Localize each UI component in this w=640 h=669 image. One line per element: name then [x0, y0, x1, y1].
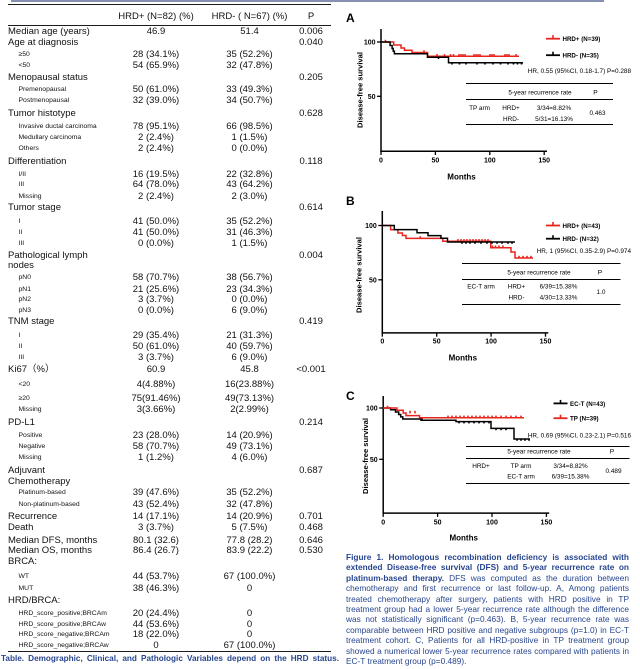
svg-text:HRD-: HRD-	[503, 116, 519, 123]
svg-text:Disease-free survival: Disease-free survival	[361, 418, 370, 494]
svg-text:HRD+: HRD+	[502, 105, 520, 112]
svg-text:3/34=8.82%: 3/34=8.82%	[553, 463, 588, 470]
svg-text:3/34=8.82%: 3/34=8.82%	[537, 105, 572, 112]
svg-text:100: 100	[366, 406, 378, 413]
svg-text:HRD-: HRD-	[509, 295, 525, 302]
svg-text:P: P	[598, 270, 603, 277]
svg-text:HRD+: HRD+	[472, 463, 490, 470]
svg-text:HR, 1 (95%CI, 0.35-2.9) P=0.97: HR, 1 (95%CI, 0.35-2.9) P=0.974	[537, 248, 632, 255]
svg-text:100: 100	[486, 520, 498, 527]
svg-text:Months: Months	[449, 354, 478, 363]
svg-text:50: 50	[370, 457, 378, 464]
svg-text:100: 100	[364, 40, 376, 47]
svg-text:4/30=13.33%: 4/30=13.33%	[540, 295, 578, 302]
svg-text:0: 0	[381, 520, 385, 527]
svg-text:5-year recurrence rate: 5-year recurrence rate	[508, 90, 572, 97]
svg-text:5-year recurrence rate: 5-year recurrence rate	[507, 449, 571, 456]
svg-text:0: 0	[380, 339, 384, 346]
svg-text:P: P	[610, 449, 615, 456]
svg-text:B: B	[346, 194, 355, 208]
svg-text:HRD+: HRD+	[508, 284, 526, 291]
svg-text:HR, 0.69 (95%CI, 0.23-2.1) P=0: HR, 0.69 (95%CI, 0.23-2.1) P=0.516	[528, 433, 632, 440]
svg-text:TP arm: TP arm	[469, 105, 490, 112]
svg-text:HRD- (N=32): HRD- (N=32)	[563, 236, 599, 243]
svg-text:150: 150	[538, 157, 550, 164]
svg-text:EC-T (N=43): EC-T (N=43)	[570, 401, 605, 408]
svg-text:HRD- (N=35): HRD- (N=35)	[563, 53, 599, 60]
svg-text:6/39=15.38%: 6/39=15.38%	[552, 474, 590, 481]
svg-text:50: 50	[369, 277, 377, 284]
svg-text:6/39=15.38%: 6/39=15.38%	[540, 284, 578, 291]
svg-text:Months: Months	[447, 172, 476, 181]
svg-text:C: C	[346, 389, 355, 403]
svg-text:0.463: 0.463	[590, 110, 606, 117]
svg-text:1.0: 1.0	[597, 289, 606, 296]
svg-text:100: 100	[485, 339, 497, 346]
svg-text:TP arm: TP arm	[511, 463, 532, 470]
svg-text:P: P	[593, 90, 598, 97]
svg-text:150: 150	[541, 520, 553, 527]
svg-text:50: 50	[433, 339, 441, 346]
svg-text:TP (N=39): TP (N=39)	[570, 416, 599, 423]
svg-text:100: 100	[365, 223, 377, 230]
svg-text:150: 150	[540, 339, 552, 346]
svg-text:HR, 0.55 (95%CI, 0.18-1.7) P=0: HR, 0.55 (95%CI, 0.18-1.7) P=0.288	[528, 68, 632, 75]
svg-text:50: 50	[368, 94, 376, 101]
svg-text:100: 100	[484, 157, 496, 164]
svg-text:EC-T arm: EC-T arm	[507, 474, 535, 481]
svg-text:50: 50	[434, 520, 442, 527]
svg-text:0.489: 0.489	[606, 468, 622, 475]
svg-text:Disease-free survival: Disease-free survival	[356, 52, 365, 128]
svg-text:0: 0	[379, 157, 383, 164]
svg-text:EC-T arm: EC-T arm	[467, 284, 495, 291]
svg-text:HRD+ (N=43): HRD+ (N=43)	[563, 223, 601, 230]
svg-text:5-year recurrence rate: 5-year recurrence rate	[507, 270, 571, 277]
svg-text:50: 50	[432, 157, 440, 164]
svg-text:Months: Months	[449, 534, 478, 543]
svg-text:Disease-free survival: Disease-free survival	[355, 237, 364, 313]
svg-text:5/31=16.13%: 5/31=16.13%	[535, 116, 573, 123]
svg-text:A: A	[346, 11, 355, 25]
svg-text:HRD+ (N=39): HRD+ (N=39)	[563, 36, 601, 43]
